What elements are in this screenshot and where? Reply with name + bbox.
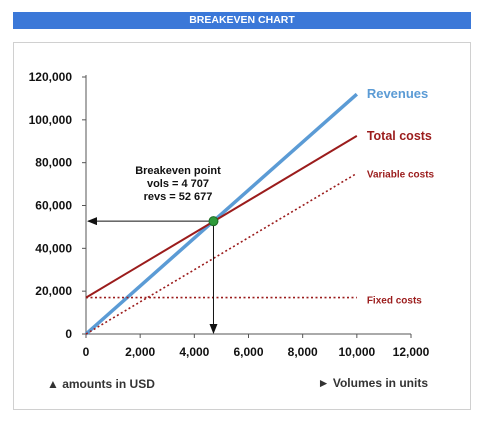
total-costs-line xyxy=(85,135,358,299)
x-tick-label: 8,000 xyxy=(288,345,318,359)
y-tick-label: 0 xyxy=(65,327,72,341)
x-tick-label: 10,000 xyxy=(338,345,375,359)
x-unit-note: ► Volumes in units xyxy=(318,376,429,390)
y-unit-note: ▲ amounts in USD xyxy=(47,377,155,391)
fixed-costs-label: Fixed costs xyxy=(367,296,422,307)
y-tick-label: 60,000 xyxy=(35,199,72,213)
y-tick-label: 40,000 xyxy=(35,241,72,255)
y-tick-label: 100,000 xyxy=(29,113,73,127)
y-tick-label: 120,000 xyxy=(29,70,73,84)
chart-frame xyxy=(13,42,471,410)
y-tick-label: 80,000 xyxy=(35,156,72,170)
breakeven-annotation-line: revs = 52 677 xyxy=(144,191,213,203)
breakeven-annotation-line: Breakeven point xyxy=(135,165,221,177)
y-tick-label: 20,000 xyxy=(35,284,72,298)
x-tick-label: 2,000 xyxy=(125,345,155,359)
variable-costs-label: Variable costs xyxy=(367,169,435,180)
breakeven-point-marker xyxy=(208,216,219,227)
total-costs-label: Total costs xyxy=(367,129,432,143)
chart-title-bar: BREAKEVEN CHART xyxy=(13,12,471,29)
variable-costs-line xyxy=(85,172,358,335)
x-tick-label: 0 xyxy=(83,345,90,359)
x-tick-label: 12,000 xyxy=(393,345,430,359)
chart-title: BREAKEVEN CHART xyxy=(189,14,295,26)
x-tick-label: 6,000 xyxy=(233,345,263,359)
revenues-line xyxy=(84,92,358,336)
breakeven-annotation-line: vols = 4 707 xyxy=(147,178,209,190)
revenues-label: Revenues xyxy=(367,86,428,101)
x-tick-label: 4,000 xyxy=(179,345,209,359)
